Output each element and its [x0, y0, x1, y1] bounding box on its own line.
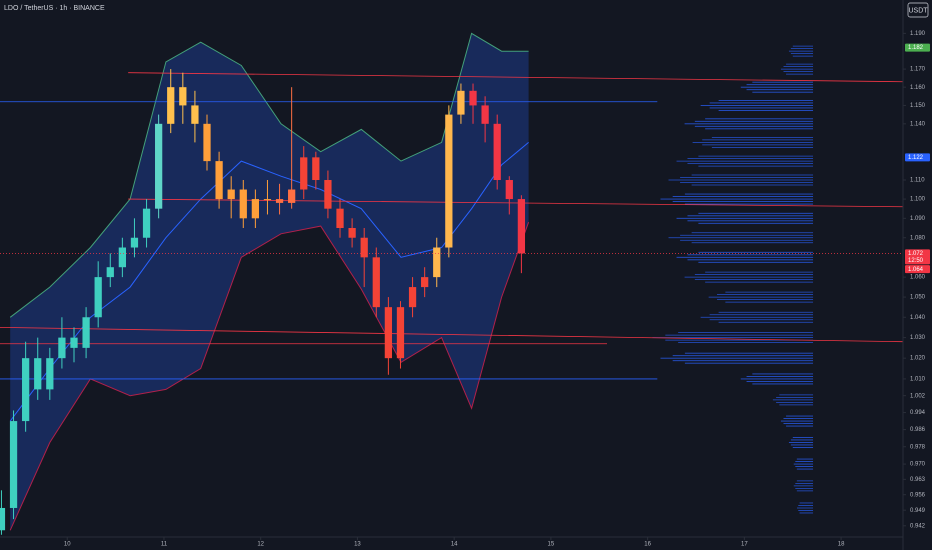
y-tick-label: 0.949 — [910, 508, 926, 514]
candle-body — [22, 358, 30, 422]
x-tick-label: 15 — [548, 542, 555, 548]
candle-body — [118, 247, 126, 268]
price-badge — [905, 43, 930, 52]
y-tick-label: 1.190 — [910, 31, 926, 37]
price-badge-label: 1.072 — [908, 251, 924, 257]
price-badge-label: 1.182 — [908, 45, 924, 51]
y-tick-label: 1.090 — [910, 216, 926, 222]
candle-body — [408, 287, 417, 308]
y-tick-label: 0.970 — [910, 462, 926, 468]
band-basis — [9, 142, 529, 422]
candle-body — [34, 358, 42, 390]
candle-body — [263, 199, 272, 201]
candle-body — [215, 161, 223, 200]
x-tick-label: 12 — [257, 542, 264, 548]
candle-body — [0, 507, 6, 531]
y-tick-label: 1.160 — [910, 85, 926, 91]
currency-box[interactable] — [907, 2, 929, 18]
candle-body — [227, 189, 235, 200]
candle-body — [155, 123, 163, 209]
candle-body — [46, 358, 54, 390]
price-badge-label: 1.064 — [908, 267, 924, 273]
candle-body — [288, 189, 296, 203]
symbol-title: LDO / TetherUS · 1h · BINANCE — [4, 5, 105, 12]
x-tick-label: 13 — [354, 542, 361, 548]
band-upper — [9, 32, 529, 318]
x-tick-label: 11 — [161, 542, 168, 548]
candle-body — [58, 337, 66, 359]
level-line — [128, 72, 903, 83]
candle-body — [239, 189, 247, 219]
y-tick-label: 0.994 — [910, 410, 926, 416]
candle-body — [384, 307, 393, 359]
candle-body — [275, 199, 284, 203]
candle-body — [167, 87, 175, 124]
candle-body — [312, 157, 320, 181]
candle-body — [82, 317, 90, 348]
candle-body — [372, 257, 380, 308]
y-tick-label: 1.110 — [910, 178, 925, 184]
y-tick-label: 1.080 — [910, 235, 926, 241]
price-badge — [905, 153, 930, 162]
x-tick-label: 18 — [838, 542, 845, 548]
candle-body — [142, 208, 151, 238]
candle-body — [130, 237, 139, 248]
x-tick-label: 14 — [451, 542, 458, 548]
candle-body — [203, 123, 211, 162]
candle-body — [191, 105, 199, 124]
candle-body — [445, 114, 453, 248]
candle-body — [421, 277, 429, 288]
y-tick-label: 1.030 — [910, 335, 926, 341]
price-badge — [905, 265, 930, 274]
candle-body — [348, 228, 356, 238]
currency-label[interactable]: USDT — [908, 7, 928, 14]
candle-body — [433, 247, 441, 278]
y-tick-label: 0.956 — [910, 492, 926, 498]
candle-body — [336, 208, 344, 229]
axes: 1.190 1.170 1.160 1.150 1.140 1.110 1.100 1.090… — [64, 31, 930, 548]
y-tick-label: 1.010 — [910, 377, 926, 383]
x-tick-label: 10 — [64, 542, 71, 548]
candle-body — [106, 267, 114, 278]
y-tick-label: 1.050 — [910, 295, 926, 301]
y-tick-label: 0.963 — [910, 477, 926, 483]
candle-body — [70, 337, 78, 348]
candle-body — [396, 307, 405, 359]
y-tick-label: 1.170 — [910, 67, 926, 73]
candle-body — [517, 199, 526, 254]
x-tick-label: 17 — [741, 542, 748, 548]
price-badge-timer: 12:50 — [908, 258, 924, 264]
y-tick-label: 1.020 — [910, 356, 926, 362]
y-tick-label: 0.986 — [910, 427, 926, 433]
y-tick-label: 1.060 — [910, 275, 926, 281]
y-tick-label: 0.978 — [910, 444, 926, 450]
y-tick-label: 0.942 — [910, 523, 926, 529]
candle-body — [251, 199, 260, 219]
candle-body — [481, 105, 489, 124]
y-tick-label: 1.002 — [910, 393, 926, 399]
y-tick-label: 1.140 — [910, 121, 926, 127]
candle-body — [300, 157, 308, 190]
level-line — [0, 327, 903, 343]
y-tick-label: 1.040 — [910, 315, 926, 321]
x-tick-label: 16 — [644, 542, 651, 548]
plot-area — [0, 32, 903, 535]
price-badge — [905, 249, 930, 265]
candle-body — [324, 180, 332, 209]
candle-body — [457, 90, 465, 115]
candle-body — [469, 90, 477, 106]
y-tick-label: 1.150 — [910, 103, 926, 109]
price-badge-label: 1.122 — [908, 155, 924, 161]
candle-body — [493, 123, 501, 181]
candle-body — [179, 87, 187, 106]
y-tick-label: 1.100 — [910, 197, 926, 203]
candle-body — [94, 277, 102, 318]
candle-body — [9, 421, 18, 508]
band-lower — [9, 222, 530, 531]
candle-body — [360, 237, 368, 258]
candle-body — [505, 180, 513, 200]
